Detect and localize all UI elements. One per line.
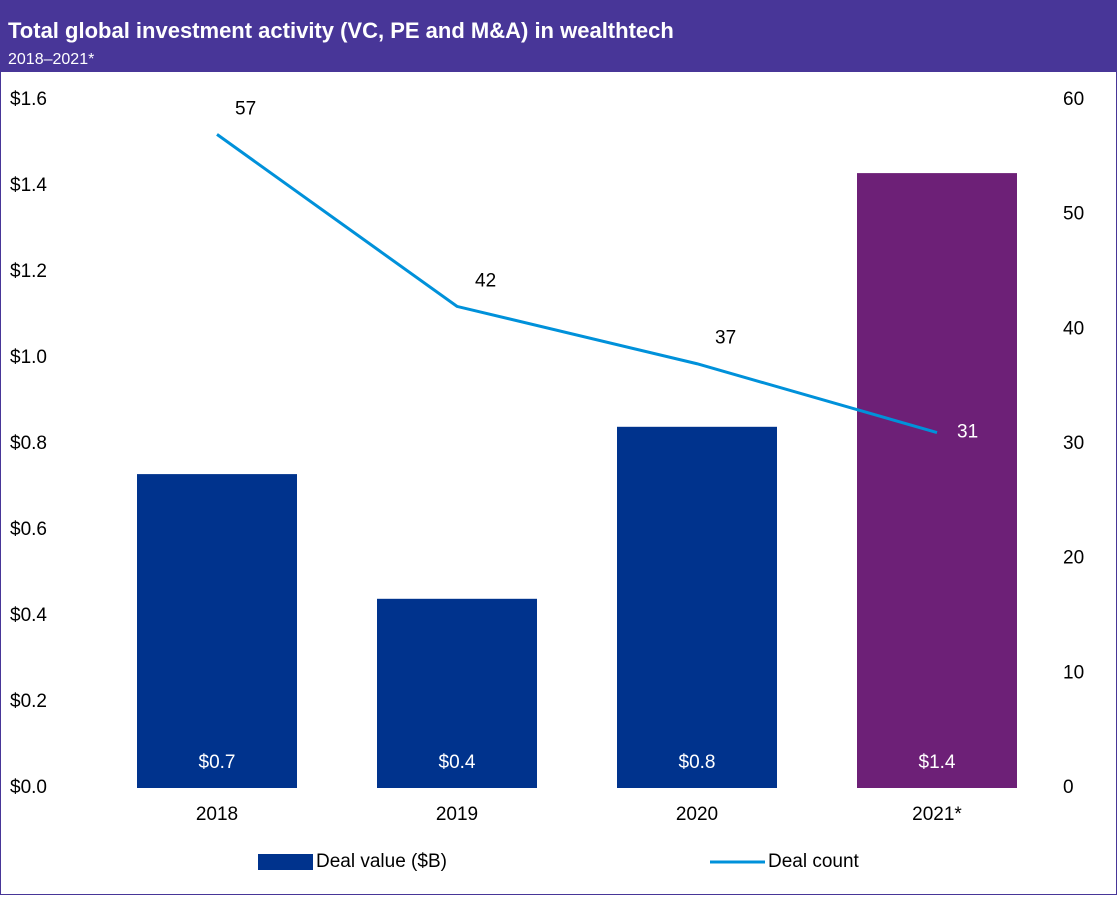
y-tick-label: $1.2 — [10, 261, 47, 282]
y2-tick-label: 30 — [1063, 433, 1084, 454]
y-tick-label: $1.6 — [10, 89, 47, 110]
bar-value-label: $0.8 — [679, 752, 716, 773]
bar-value-label: $0.7 — [199, 752, 236, 773]
y-tick-label: $0.4 — [10, 605, 47, 626]
line-value-label: 42 — [475, 270, 496, 291]
chart-title: Total global investment activity (VC, PE… — [8, 18, 674, 43]
line-value-label: 57 — [235, 98, 256, 119]
header-band — [0, 0, 1117, 72]
chart-subtitle: 2018–2021* — [8, 51, 94, 68]
y-tick-label: $0.2 — [10, 691, 47, 712]
y-tick-label: $0.8 — [10, 433, 47, 454]
y-tick-label: $0.6 — [10, 519, 47, 540]
legend-label: Deal value ($B) — [316, 851, 447, 872]
x-tick-label: 2020 — [676, 804, 718, 825]
x-tick-label: 2018 — [196, 804, 238, 825]
line-value-label: 37 — [715, 328, 736, 349]
legend-swatch — [258, 854, 313, 870]
line — [216, 133, 938, 434]
y2-tick-label: 10 — [1063, 662, 1084, 683]
y2-tick-label: 20 — [1063, 548, 1084, 569]
y2-tick-label: 40 — [1063, 318, 1084, 339]
x-tick-label: 2019 — [436, 804, 478, 825]
x-tick-label: 2021* — [912, 804, 962, 825]
bar — [377, 598, 537, 788]
y2-tick-label: 50 — [1063, 204, 1084, 225]
y-tick-label: $0.0 — [10, 777, 47, 798]
y-tick-label: $1.0 — [10, 347, 47, 368]
y2-tick-label: 0 — [1063, 777, 1074, 798]
legend-label: Deal count — [768, 851, 860, 872]
bar — [857, 173, 1017, 789]
bar — [137, 474, 297, 788]
bar-value-label: $1.4 — [919, 752, 956, 773]
y2-tick-label: 60 — [1063, 89, 1084, 110]
bar-value-label: $0.4 — [439, 752, 476, 773]
line-value-label: 31 — [957, 422, 978, 443]
bar — [617, 426, 777, 788]
y-tick-label: $1.4 — [10, 175, 47, 196]
